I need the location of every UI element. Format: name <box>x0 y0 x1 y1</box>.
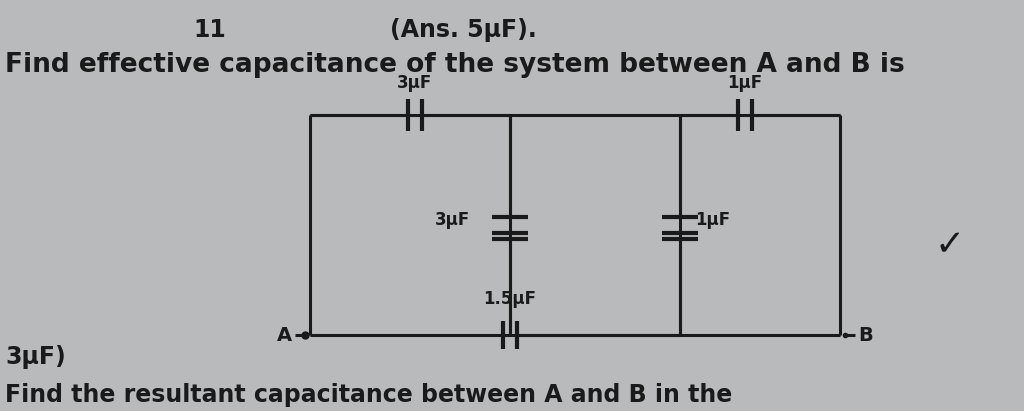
Text: Find effective capacitance of the system between A and B is: Find effective capacitance of the system… <box>5 52 905 78</box>
Text: Find the resultant capacitance between A and B in the: Find the resultant capacitance between A… <box>5 383 732 407</box>
Text: 3μF): 3μF) <box>5 345 66 369</box>
Text: B: B <box>858 326 872 344</box>
Text: 1μF: 1μF <box>695 211 730 229</box>
Text: 1μF: 1μF <box>727 74 763 92</box>
Text: 3μF: 3μF <box>397 74 432 92</box>
Text: 11: 11 <box>194 18 226 42</box>
Text: 3μF: 3μF <box>435 211 470 229</box>
Text: ✓: ✓ <box>935 228 966 262</box>
Text: (Ans. 5μF).: (Ans. 5μF). <box>390 18 537 42</box>
Text: A: A <box>276 326 292 344</box>
Text: 1.5μF: 1.5μF <box>483 290 537 308</box>
